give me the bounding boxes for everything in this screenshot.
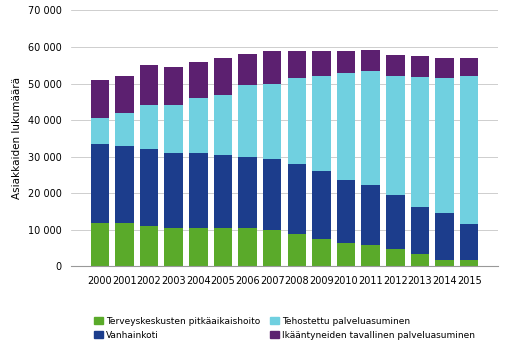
Bar: [288, 51, 306, 78]
Bar: [288, 234, 306, 266]
Bar: [90, 80, 109, 118]
Bar: [460, 76, 479, 224]
Bar: [410, 77, 429, 207]
Bar: [337, 181, 355, 243]
Bar: [460, 57, 479, 76]
Bar: [435, 57, 454, 78]
Bar: [288, 78, 306, 164]
Bar: [140, 106, 158, 149]
Bar: [115, 113, 134, 146]
Bar: [312, 76, 331, 171]
Bar: [189, 228, 207, 266]
Bar: [140, 149, 158, 226]
Bar: [165, 67, 183, 106]
Bar: [115, 76, 134, 113]
Bar: [115, 146, 134, 222]
Bar: [90, 144, 109, 222]
Bar: [263, 83, 281, 158]
Bar: [214, 94, 232, 155]
Bar: [312, 239, 331, 266]
Bar: [140, 226, 158, 266]
Bar: [410, 207, 429, 254]
Bar: [189, 62, 207, 98]
Bar: [435, 78, 454, 213]
Bar: [386, 195, 404, 249]
Bar: [238, 54, 257, 85]
Bar: [337, 243, 355, 266]
Bar: [362, 185, 380, 245]
Bar: [435, 213, 454, 260]
Bar: [460, 260, 479, 266]
Bar: [386, 249, 404, 266]
Bar: [115, 222, 134, 266]
Bar: [189, 153, 207, 228]
Bar: [386, 76, 404, 195]
Bar: [362, 72, 380, 185]
Bar: [263, 158, 281, 230]
Bar: [238, 228, 257, 266]
Bar: [410, 254, 429, 266]
Bar: [140, 65, 158, 106]
Bar: [410, 56, 429, 77]
Bar: [337, 73, 355, 181]
Legend: Terveyskeskusten pitkäaikaishoito, Vanhainkoti, Tehostettu palveluasuminen, Ikää: Terveyskeskusten pitkäaikaishoito, Vanha…: [93, 317, 475, 339]
Bar: [90, 118, 109, 144]
Bar: [312, 171, 331, 239]
Bar: [238, 85, 257, 157]
Bar: [312, 51, 331, 76]
Bar: [165, 228, 183, 266]
Bar: [214, 228, 232, 266]
Bar: [165, 106, 183, 153]
Bar: [460, 224, 479, 260]
Y-axis label: Asiakkaiden lukumäärä: Asiakkaiden lukumäärä: [12, 78, 22, 199]
Bar: [214, 58, 232, 94]
Bar: [263, 51, 281, 83]
Bar: [435, 260, 454, 266]
Bar: [90, 222, 109, 266]
Bar: [362, 245, 380, 266]
Bar: [337, 51, 355, 73]
Bar: [263, 230, 281, 266]
Bar: [386, 55, 404, 76]
Bar: [165, 153, 183, 228]
Bar: [288, 164, 306, 234]
Bar: [362, 50, 380, 72]
Bar: [214, 155, 232, 228]
Bar: [238, 157, 257, 228]
Bar: [189, 98, 207, 153]
